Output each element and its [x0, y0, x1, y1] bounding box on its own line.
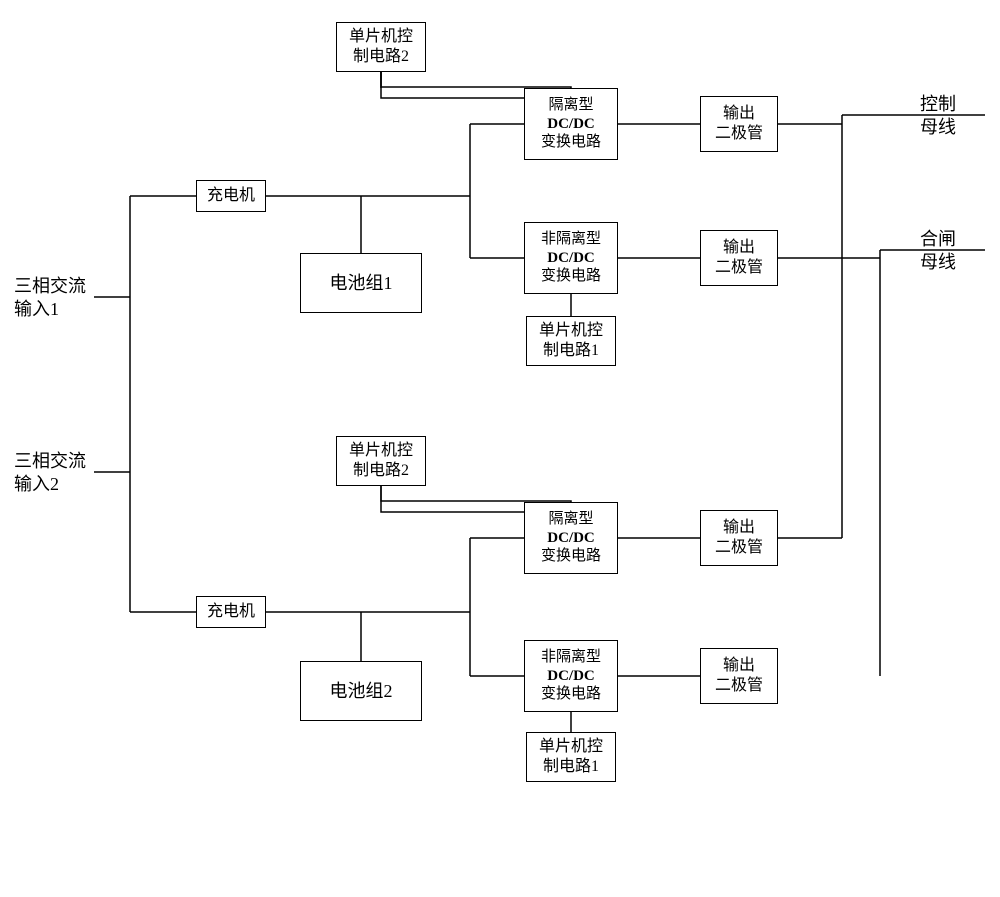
box-mcu-control-2-top: 单片机控制电路2: [336, 22, 426, 72]
label-ac-input-1: 三相交流输入1: [14, 275, 86, 322]
box-nonisolated-dcdc-bottom: 非隔离型 DC/DC 变换电路: [524, 640, 618, 712]
noniso-bot-line1: 非隔离型: [541, 648, 601, 667]
iso-top-line3: 变换电路: [541, 133, 601, 152]
noniso-top-line1: 非隔离型: [541, 230, 601, 249]
iso-top-line2: DC/DC: [541, 115, 601, 134]
box-output-diode-top-2: 输出二极管: [700, 230, 778, 286]
iso-bot-line1: 隔离型: [541, 510, 601, 529]
diagram-canvas: 三相交流输入1 三相交流输入2 控制母线 合闸母线 单片机控制电路2 隔离型 D…: [0, 0, 1000, 897]
noniso-bot-line3: 变换电路: [541, 685, 601, 704]
box-charger-bottom: 充电机: [196, 596, 266, 628]
box-battery-1: 电池组1: [300, 253, 422, 313]
label-ac-input-2: 三相交流输入2: [14, 450, 86, 497]
label-control-bus: 控制母线: [920, 93, 956, 140]
box-output-diode-top-1: 输出二极管: [700, 96, 778, 152]
iso-bot-line2: DC/DC: [541, 529, 601, 548]
box-mcu-control-1-top: 单片机控制电路1: [526, 316, 616, 366]
box-isolated-dcdc-top: 隔离型 DC/DC 变换电路: [524, 88, 618, 160]
box-charger-top: 充电机: [196, 180, 266, 212]
box-isolated-dcdc-bottom: 隔离型 DC/DC 变换电路: [524, 502, 618, 574]
box-mcu-control-1-bottom: 单片机控制电路1: [526, 732, 616, 782]
box-battery-2: 电池组2: [300, 661, 422, 721]
label-close-bus: 合闸母线: [920, 228, 956, 275]
iso-bot-line3: 变换电路: [541, 547, 601, 566]
box-output-diode-bottom-2: 输出二极管: [700, 648, 778, 704]
noniso-top-line2: DC/DC: [541, 249, 601, 268]
noniso-top-line3: 变换电路: [541, 267, 601, 286]
connections-layer: [0, 0, 1000, 897]
box-output-diode-bottom-1: 输出二极管: [700, 510, 778, 566]
noniso-bot-line2: DC/DC: [541, 667, 601, 686]
box-nonisolated-dcdc-top: 非隔离型 DC/DC 变换电路: [524, 222, 618, 294]
iso-top-line1: 隔离型: [541, 96, 601, 115]
box-mcu-control-2-bottom: 单片机控制电路2: [336, 436, 426, 486]
